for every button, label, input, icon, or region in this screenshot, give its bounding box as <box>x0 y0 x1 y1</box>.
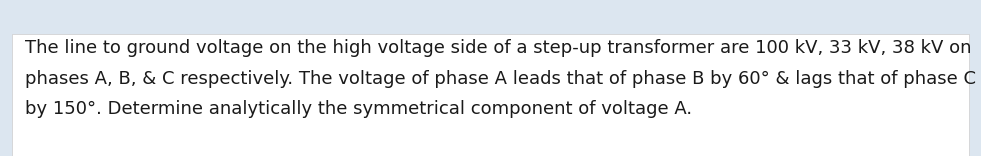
Text: phases A, B, & C respectively. The voltage of phase A leads that of phase B by 6: phases A, B, & C respectively. The volta… <box>25 70 975 88</box>
FancyBboxPatch shape <box>12 34 969 156</box>
Text: by 150°. Determine analytically the symmetrical component of voltage A.: by 150°. Determine analytically the symm… <box>25 100 692 118</box>
Text: The line to ground voltage on the high voltage side of a step-up transformer are: The line to ground voltage on the high v… <box>25 39 971 57</box>
